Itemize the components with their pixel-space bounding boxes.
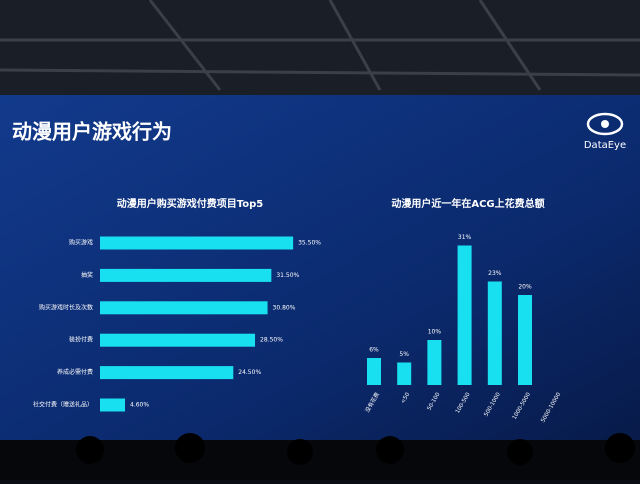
data-label: 35.50% — [298, 240, 321, 247]
bar — [457, 245, 472, 385]
data-label: 10% — [428, 329, 442, 336]
bar — [100, 301, 268, 315]
logo: DataEye — [584, 112, 626, 151]
data-label: 4.60% — [130, 402, 149, 409]
bar — [427, 340, 442, 385]
logo-text: DataEye — [584, 140, 626, 151]
data-label: 24.50% — [238, 369, 261, 376]
bar — [100, 268, 272, 282]
data-label: 5% — [399, 351, 409, 358]
bar — [518, 295, 532, 385]
audience — [0, 440, 640, 480]
y-tick-label: 抽奖 — [81, 271, 93, 279]
data-label: 20% — [518, 284, 532, 291]
logo-pupil — [601, 120, 609, 128]
bar — [100, 333, 256, 347]
bar — [100, 366, 234, 380]
ceiling-truss — [0, 0, 640, 91]
data-label: 6% — [369, 347, 379, 354]
chart-title: 动漫用户近一年在ACG上花费总额 — [391, 197, 544, 210]
y-tick-label: 养成必需付费 — [57, 368, 93, 376]
slide — [0, 95, 640, 450]
ceiling — [0, 0, 640, 95]
data-label: 28.50% — [260, 337, 283, 344]
y-tick-label: 购买游戏 — [69, 239, 93, 247]
bar — [397, 362, 412, 385]
bar — [100, 398, 126, 412]
x-tick-label: <50 — [400, 391, 411, 404]
data-label: 31% — [458, 234, 472, 241]
y-tick-label: 装扮付费 — [69, 336, 93, 344]
bar — [367, 358, 381, 385]
chart-title: 动漫用户购买游戏付费项目Top5 — [117, 197, 264, 210]
y-tick-label: 购买游戏时长及次数 — [39, 303, 93, 311]
data-label: 23% — [488, 270, 502, 277]
slide-title: 动漫用户游戏行为 — [12, 120, 172, 144]
audience-heads — [76, 433, 635, 465]
bar — [487, 281, 502, 385]
logo-eye — [586, 112, 624, 136]
data-label: 30.80% — [273, 304, 296, 311]
y-tick-label: 社交付费（赠送礼品） — [33, 401, 93, 409]
data-label: 31.50% — [276, 272, 299, 279]
bar — [100, 236, 294, 250]
